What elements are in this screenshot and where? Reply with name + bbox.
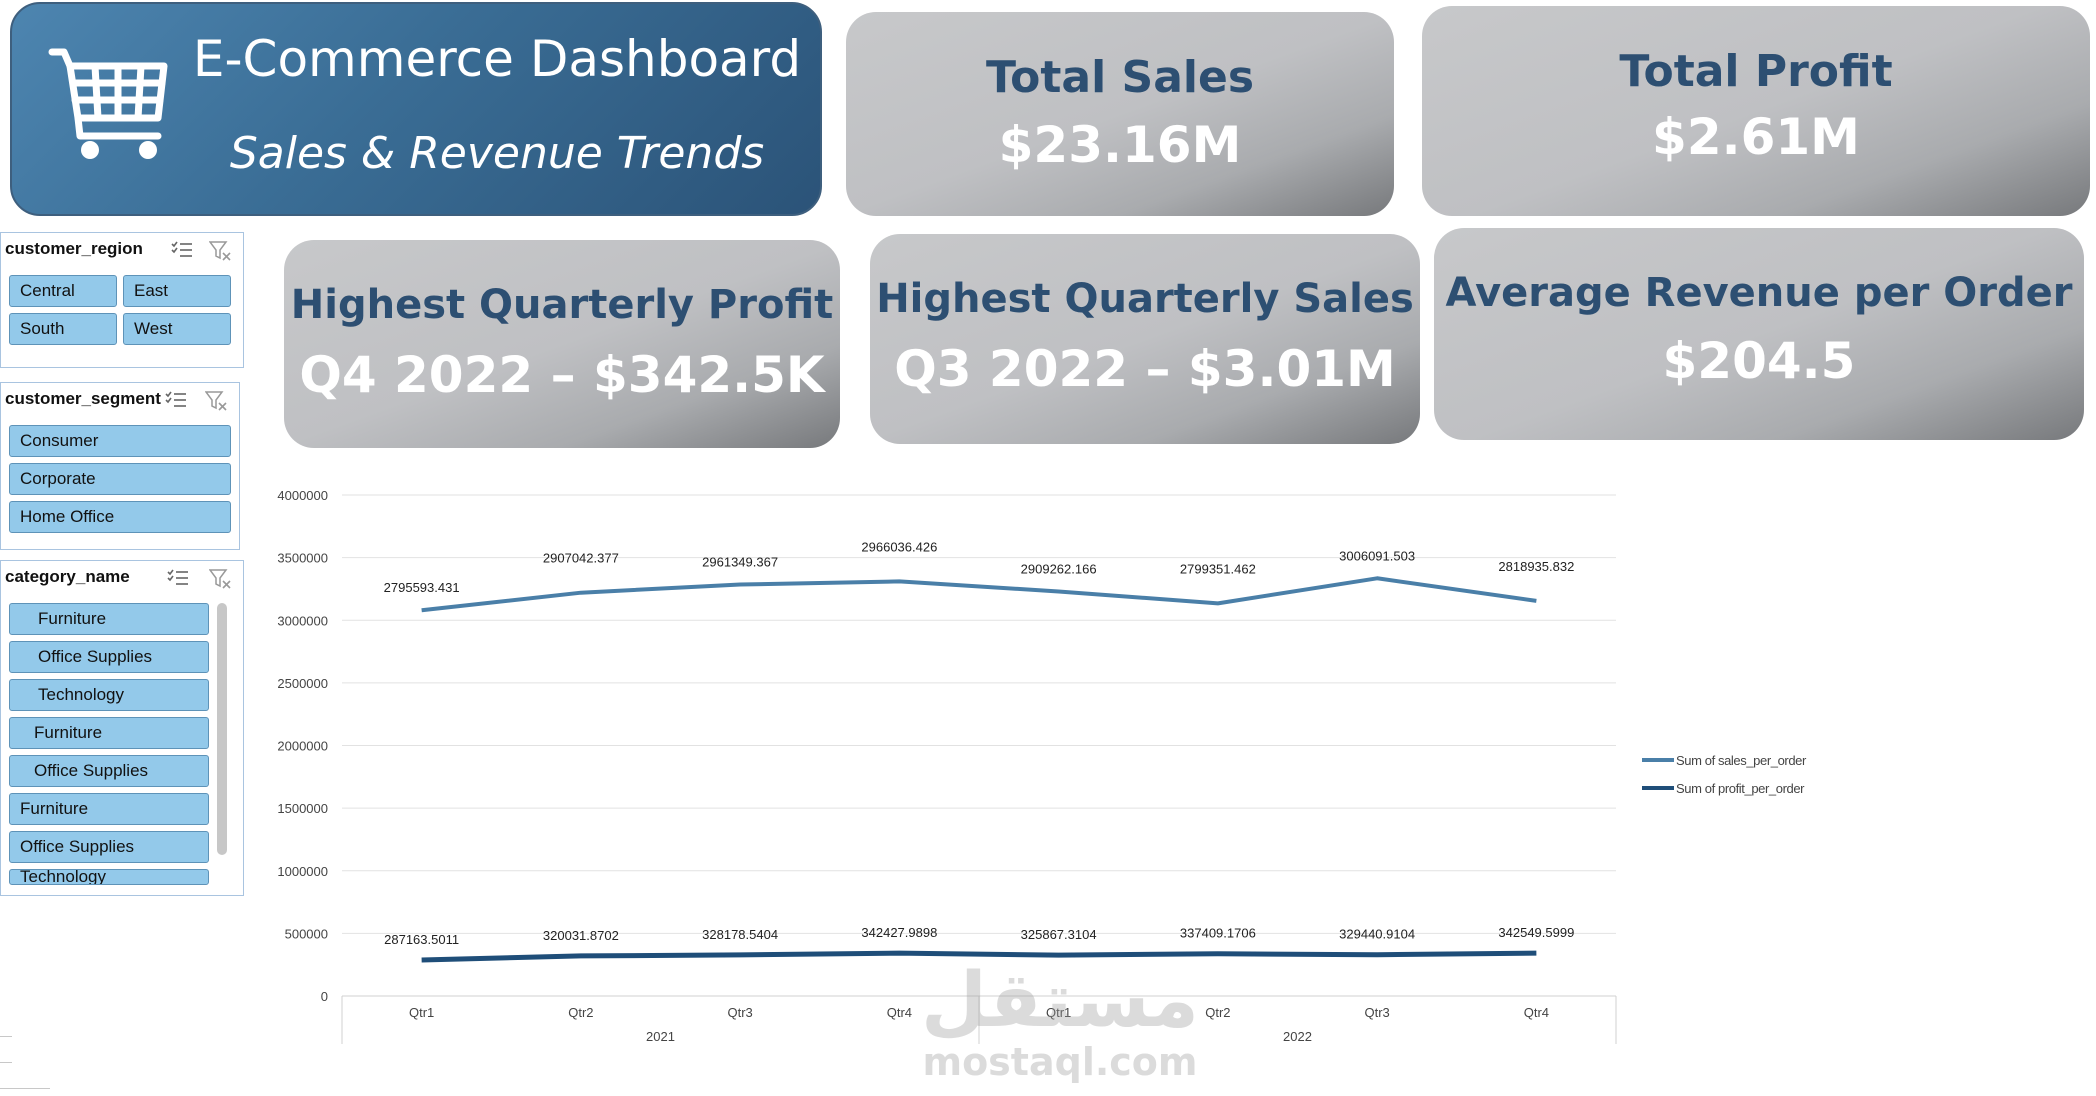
kpi-average-revenue-per-order-value: $204.5 <box>1434 332 2084 390</box>
legend-label: Sum of sales_per_order <box>1676 753 1807 768</box>
legend-label: Sum of profit_per_order <box>1676 781 1805 796</box>
clear-filter-icon[interactable] <box>205 391 227 411</box>
divider <box>0 1088 50 1089</box>
x-group-label: 2021 <box>646 1029 675 1044</box>
slicer-customer-region[interactable]: customer_region Central East South West <box>0 232 244 368</box>
multi-select-icon[interactable] <box>165 391 187 409</box>
x-tick-label: Qtr2 <box>568 1005 593 1020</box>
data-label: 342549.5999 <box>1498 925 1574 940</box>
data-label: 2795593.431 <box>384 580 460 595</box>
kpi-total-profit-value: $2.61M <box>1422 108 2090 166</box>
y-tick-label: 3500000 <box>277 551 328 566</box>
slicer-item-technology[interactable]: Technology <box>9 869 209 885</box>
slicer-item-central[interactable]: Central <box>9 275 117 307</box>
x-tick-label: Qtr4 <box>1524 1005 1549 1020</box>
y-tick-label: 500000 <box>285 926 328 941</box>
slicer-item-office-supplies[interactable]: Office Supplies <box>9 641 209 673</box>
slicer-item-furniture[interactable]: Furniture <box>9 793 209 825</box>
kpi-highest-quarterly-profit-card: Highest Quarterly Profit Q4 2022 – $342.… <box>284 240 840 448</box>
data-label: 3006091.503 <box>1339 548 1415 563</box>
y-tick-label: 2500000 <box>277 676 328 691</box>
x-tick-label: Qtr3 <box>1364 1005 1389 1020</box>
slicer-item-south[interactable]: South <box>9 313 117 345</box>
slicer-item-furniture[interactable]: Furniture <box>9 717 209 749</box>
y-tick-label: 3000000 <box>277 613 328 628</box>
x-group-label: 2022 <box>1283 1029 1312 1044</box>
dashboard-subtitle: Sales & Revenue Trends <box>182 128 812 179</box>
dashboard-title: E-Commerce Dashboard <box>182 30 812 88</box>
kpi-total-profit-label: Total Profit <box>1422 46 2090 97</box>
x-tick-label: Qtr3 <box>727 1005 752 1020</box>
slicer-item-east[interactable]: East <box>123 275 231 307</box>
kpi-total-sales-label: Total Sales <box>846 52 1394 103</box>
kpi-average-revenue-per-order-label: Average Revenue per Order <box>1434 270 2084 316</box>
slicer-scrollbar[interactable] <box>217 603 227 855</box>
slicer-item-home-office[interactable]: Home Office <box>9 501 231 533</box>
y-tick-label: 2000000 <box>277 739 328 754</box>
clear-filter-icon[interactable] <box>209 569 231 589</box>
slicer-item-corporate[interactable]: Corporate <box>9 463 231 495</box>
data-label: 2818935.832 <box>1498 559 1574 574</box>
divider <box>0 1036 12 1037</box>
y-tick-label: 1500000 <box>277 801 328 816</box>
kpi-total-sales-value: $23.16M <box>846 116 1394 174</box>
clear-filter-icon[interactable] <box>209 241 231 261</box>
watermark-latin: mostaql.com <box>910 1040 1210 1084</box>
data-label: 2907042.377 <box>543 551 619 566</box>
kpi-average-revenue-per-order-card: Average Revenue per Order $204.5 <box>1434 228 2084 440</box>
data-label: 2909262.166 <box>1021 561 1097 576</box>
data-label: 342427.9898 <box>861 925 937 940</box>
data-label: 325867.3104 <box>1021 927 1097 942</box>
slicer-item-office-supplies[interactable]: Office Supplies <box>9 755 209 787</box>
y-tick-label: 4000000 <box>277 488 328 503</box>
data-label: 2799351.462 <box>1180 561 1256 576</box>
kpi-highest-quarterly-sales-card: Highest Quarterly Sales Q3 2022 – $3.01M <box>870 234 1420 444</box>
slicer-item-technology[interactable]: Technology <box>9 679 209 711</box>
data-label: 287163.5011 <box>384 932 459 947</box>
data-label: 2966036.426 <box>861 539 937 554</box>
data-label: 329440.9104 <box>1339 927 1415 942</box>
multi-select-icon[interactable] <box>167 569 189 587</box>
x-tick-label: Qtr4 <box>887 1005 912 1020</box>
kpi-highest-quarterly-sales-value: Q3 2022 – $3.01M <box>870 340 1420 398</box>
data-label: 320031.8702 <box>543 928 619 943</box>
kpi-total-profit-card: Total Profit $2.61M <box>1422 6 2090 216</box>
kpi-highest-quarterly-profit-label: Highest Quarterly Profit <box>284 282 840 328</box>
slicer-item-consumer[interactable]: Consumer <box>9 425 231 457</box>
slicer-category-name-header: category_name <box>5 567 130 587</box>
slicer-item-furniture[interactable]: Furniture <box>9 603 209 635</box>
shopping-cart-icon <box>48 44 172 164</box>
kpi-total-sales-card: Total Sales $23.16M <box>846 12 1394 216</box>
slicer-customer-segment[interactable]: customer_segment Consumer Corporate Home… <box>0 382 240 550</box>
data-label: 337409.1706 <box>1180 926 1256 941</box>
slicer-item-office-supplies[interactable]: Office Supplies <box>9 831 209 863</box>
kpi-highest-quarterly-sales-label: Highest Quarterly Sales <box>870 276 1420 322</box>
slicer-category-name[interactable]: category_name Furniture Office Supplies … <box>0 560 244 896</box>
slicer-customer-segment-header: customer_segment <box>5 389 161 409</box>
y-tick-label: 0 <box>321 989 328 1004</box>
watermark-arabic: مستقل <box>910 960 1210 1040</box>
series-line-sales <box>422 578 1537 610</box>
slicer-customer-region-header: customer_region <box>5 239 143 259</box>
x-tick-label: Qtr1 <box>409 1005 434 1020</box>
data-label: 2961349.367 <box>702 555 778 570</box>
dashboard-title-banner: E-Commerce Dashboard Sales & Revenue Tre… <box>10 2 822 216</box>
divider <box>0 1062 12 1063</box>
y-tick-label: 1000000 <box>277 864 328 879</box>
kpi-highest-quarterly-profit-value: Q4 2022 – $342.5K <box>284 346 840 404</box>
multi-select-icon[interactable] <box>171 241 193 259</box>
data-label: 328178.5404 <box>702 927 778 942</box>
watermark: مستقل mostaql.com <box>910 960 1210 1084</box>
slicer-item-west[interactable]: West <box>123 313 231 345</box>
